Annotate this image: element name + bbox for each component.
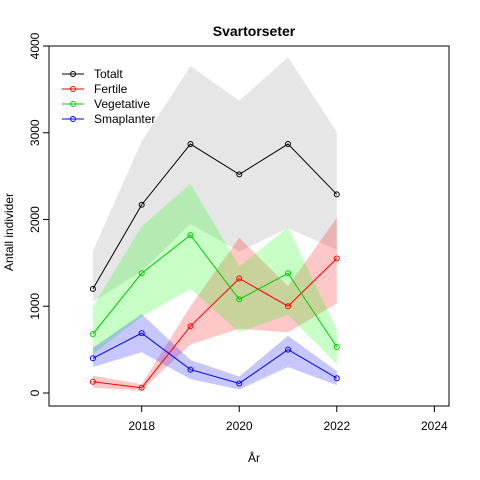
y-tick-label: 4000: [28, 32, 42, 59]
legend-label-vegetative: Vegetative: [94, 97, 150, 111]
legend-label-totalt: Totalt: [94, 67, 123, 81]
y-tick-label: 0: [28, 389, 42, 396]
x-axis-title: År: [248, 450, 260, 465]
y-tick-label: 3000: [28, 119, 42, 146]
x-tick-label: 2018: [128, 419, 155, 433]
x-tick-label: 2024: [421, 419, 448, 433]
y-tick-label: 1000: [28, 293, 42, 320]
y-tick-label: 2000: [28, 206, 42, 233]
x-tick-label: 2022: [323, 419, 350, 433]
legend-label-fertile: Fertile: [94, 82, 128, 96]
x-tick-label: 2020: [226, 419, 253, 433]
y-axis-title: Antall individer: [2, 193, 16, 271]
chart-title: Svartorseter: [213, 23, 296, 39]
legend-label-smaplanter: Smaplanter: [94, 112, 155, 126]
